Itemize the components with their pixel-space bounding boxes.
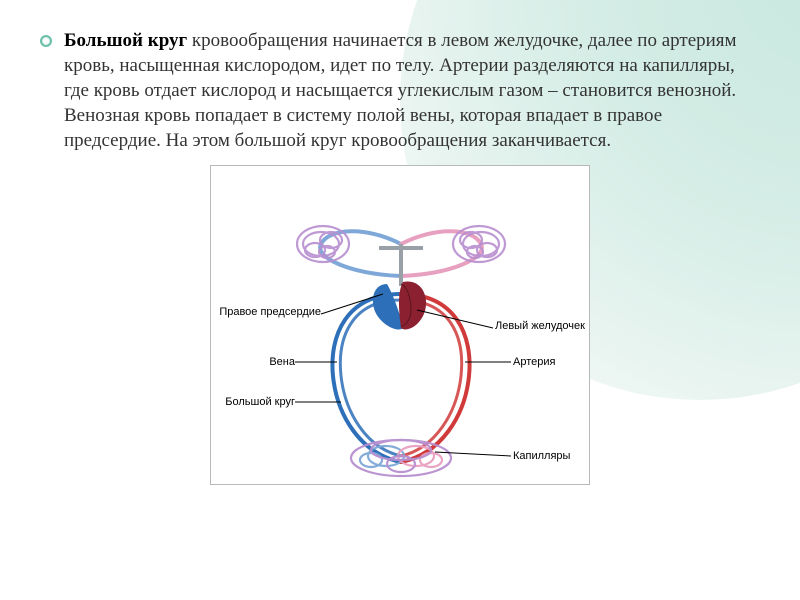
label-artery: Артерия [513, 356, 555, 368]
label-systemic-loop: Большой круг [211, 396, 295, 408]
label-capillaries: Капилляры [513, 450, 570, 462]
bullet-marker [40, 35, 52, 47]
label-left-ventricle: Левый желудочек [495, 320, 585, 332]
paragraph: Большой круг кровообращения начинается в… [64, 28, 760, 153]
circulation-diagram: Правое предсердие Левый желудочек Вена А… [210, 165, 590, 485]
slide-content: Большой круг кровообращения начинается в… [0, 0, 800, 495]
pulmonary-loop [320, 232, 482, 287]
bullet-paragraph: Большой круг кровообращения начинается в… [40, 28, 760, 153]
label-vein: Вена [251, 356, 295, 368]
capillaries-bottom [351, 440, 451, 476]
paragraph-lead: Большой круг [64, 30, 187, 51]
label-right-atrium: Правое предсердие [203, 306, 321, 318]
heart-icon [373, 282, 426, 330]
